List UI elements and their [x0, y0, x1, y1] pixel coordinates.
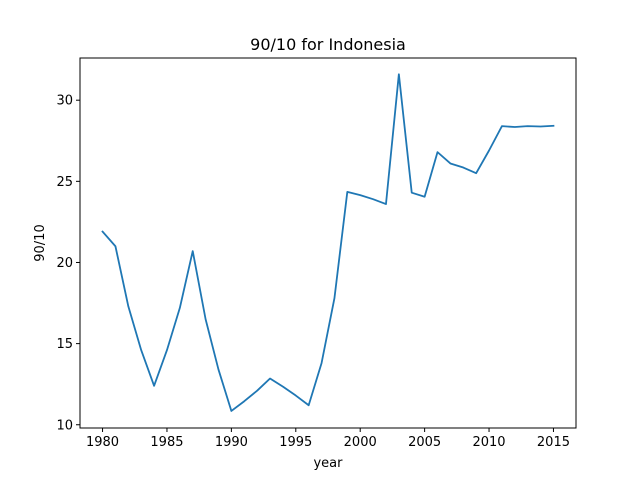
y-tick-label: 25: [56, 175, 73, 190]
series-line: [101, 73, 555, 412]
x-tick-label: 1985: [150, 435, 183, 450]
x-tick-label: 2015: [537, 435, 570, 450]
x-axis-label: year: [313, 456, 343, 471]
y-tick-label: 10: [56, 418, 73, 433]
x-tick-label: 2005: [408, 435, 441, 450]
y-axis-label: 90/10: [33, 224, 48, 261]
y-tick-label: 30: [56, 94, 73, 109]
y-tick-label: 20: [56, 256, 73, 271]
x-tick-label: 2000: [344, 435, 377, 450]
plot-area: [101, 73, 555, 412]
chart-title: 90/10 for Indonesia: [250, 35, 406, 54]
x-tick-label: 1995: [279, 435, 312, 450]
x-tick-label: 2010: [472, 435, 505, 450]
plot-frame: [79, 57, 577, 429]
y-tick-label: 15: [56, 337, 73, 352]
y-axis: 10 15 20 25 30: [56, 94, 80, 433]
x-tick-label: 1980: [86, 435, 119, 450]
x-axis: 1980 1985 1990 1995 2000 2005 2010 2015: [86, 428, 570, 450]
x-tick-label: 1990: [215, 435, 248, 450]
